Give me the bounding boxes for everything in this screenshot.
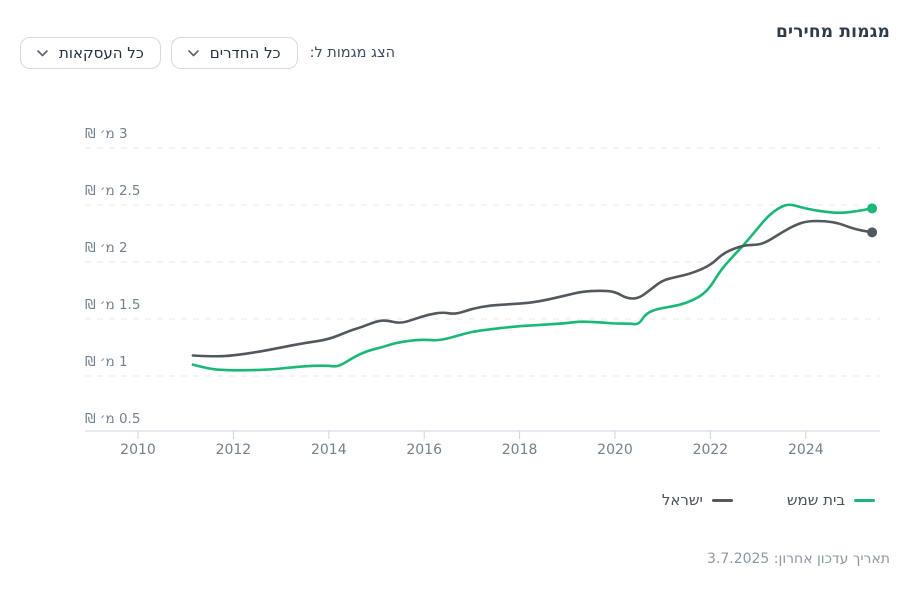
series-end-dot-israel [867,227,878,238]
x-axis-tick-label: 2014 [310,442,347,458]
y-axis-label: 1 מ׳ ₪ [85,354,128,370]
show-trends-label: הצג מגמות ל: [309,45,396,61]
trend-filter-controls: הצג מגמות ל: כל החדרים כל העסקאות [20,37,395,69]
page-title: מגמות מחירים [775,22,890,42]
legend-item-israel: ישראל [662,491,733,509]
x-axis-tick-label: 2020 [597,442,633,458]
legend-label-israel: ישראל [661,491,703,509]
x-axis-tick-label: 2018 [501,442,538,458]
x-axis-tick-label: 2024 [787,442,824,458]
series-end-dot-beit-shemesh [867,203,878,214]
series-line-israel [191,219,874,358]
chart-legend: בית שמש ישראל [662,491,875,509]
y-axis-label: 2 מ׳ ₪ [85,240,128,256]
last-update-date: תאריך עדכון אחרון: 3.7.2025 [707,551,890,567]
chevron-down-icon [187,49,199,57]
x-axis-tick-label: 2022 [692,442,729,458]
transactions-filter-dropdown[interactable]: כל העסקאות [20,37,161,69]
chart-canvas[interactable] [0,0,908,470]
rooms-filter-dropdown[interactable]: כל החדרים [170,37,298,69]
legend-swatch-gray [711,498,733,502]
x-axis-tick-label: 2012 [215,442,252,458]
y-axis-label: 1.5 מ׳ ₪ [85,297,141,313]
x-axis-tick-label: 2010 [120,442,156,458]
legend-item-beit-shemesh: בית שמש [787,491,875,509]
y-axis-label: 2.5 מ׳ ₪ [85,183,141,199]
series-line-beit-shemesh [191,203,874,372]
price-trend-chart[interactable]: 3 מ׳ ₪ 2.5 מ׳ ₪ 2 מ׳ ₪ 1.5 מ׳ ₪ 1 מ׳ ₪ 0.5 מ׳… [0,0,908,470]
legend-swatch-green [854,498,875,502]
x-axis-tick-label: 2016 [406,442,442,458]
y-axis-label: 3 מ׳ ₪ [85,126,128,142]
rooms-filter-value: כל החדרים [209,44,281,62]
y-axis-label: 0.5 מ׳ ₪ [85,411,141,427]
chevron-down-icon [37,49,48,57]
transactions-filter-value: כל העסקאות [59,44,144,62]
legend-label-beit-shemesh: בית שמש [786,491,845,509]
